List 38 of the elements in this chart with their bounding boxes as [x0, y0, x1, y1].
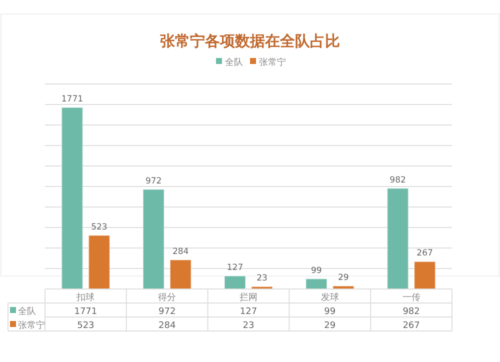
x-tick-label: 拦网: [240, 292, 258, 303]
data-label: 284: [172, 246, 189, 257]
bar: [61, 106, 84, 290]
x-tick-label: 一传: [402, 292, 420, 303]
bar: [88, 234, 110, 290]
x-tick-label: 扣球: [76, 292, 95, 303]
legend-label: 全队: [225, 57, 243, 68]
text: 1771: [74, 307, 98, 317]
text: 29: [324, 321, 336, 331]
bar: [142, 188, 165, 290]
bar: [224, 275, 246, 290]
data-label: 267: [416, 248, 433, 259]
text: 99: [324, 307, 336, 317]
data-label: 972: [145, 176, 162, 186]
legend-label: 全队: [18, 306, 36, 317]
bar: [170, 259, 192, 290]
data-label: 127: [226, 262, 244, 273]
x-tick-label: 得分: [158, 292, 176, 303]
data-label: 99: [310, 266, 322, 276]
data-label: 29: [338, 273, 349, 284]
data-label: 523: [91, 222, 108, 232]
text: 972: [158, 307, 176, 317]
chart-title: 张常宁各项数据在全队占比: [160, 32, 340, 50]
bar: [414, 261, 436, 290]
text: 982: [402, 307, 420, 317]
text: 284: [158, 321, 176, 331]
text: 127: [240, 307, 258, 317]
legend-label: 张常宁: [18, 320, 45, 331]
bar: [386, 188, 409, 290]
legend-label: 张常宁: [259, 57, 286, 68]
text: 523: [77, 321, 94, 331]
text: 267: [402, 321, 420, 331]
data-label: 1771: [61, 94, 84, 104]
bar: [305, 278, 328, 290]
text: 23: [242, 321, 254, 331]
x-tick-label: 发球: [320, 292, 339, 303]
data-label: 982: [390, 175, 406, 186]
data-label: 23: [256, 274, 268, 284]
